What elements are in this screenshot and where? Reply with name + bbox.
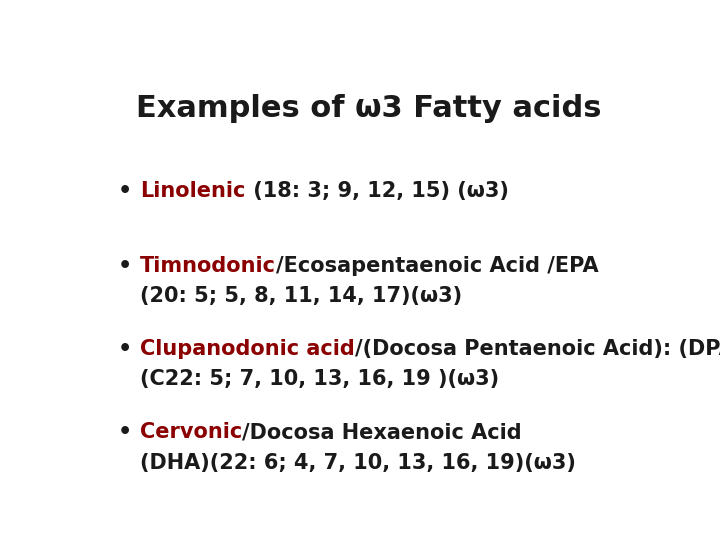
Text: •: • bbox=[118, 339, 132, 359]
Text: Timnodonic: Timnodonic bbox=[140, 256, 276, 276]
Text: Linolenic: Linolenic bbox=[140, 181, 246, 201]
Text: (18: 3; 9, 12, 15) (ω3): (18: 3; 9, 12, 15) (ω3) bbox=[246, 181, 508, 201]
Text: (20: 5; 5, 8, 11, 14, 17)(ω3): (20: 5; 5, 8, 11, 14, 17)(ω3) bbox=[140, 286, 462, 306]
Text: •: • bbox=[118, 181, 132, 201]
Text: /Docosa Hexaenoic Acid: /Docosa Hexaenoic Acid bbox=[243, 422, 522, 442]
Text: •: • bbox=[118, 256, 132, 276]
Text: /(Docosa Pentaenoic Acid): (DPA): /(Docosa Pentaenoic Acid): (DPA) bbox=[355, 339, 720, 359]
Text: Clupanodonic acid: Clupanodonic acid bbox=[140, 339, 355, 359]
Text: Cervonic: Cervonic bbox=[140, 422, 243, 442]
Text: •: • bbox=[118, 422, 132, 442]
Text: /Ecosapentaenoic Acid /EPA: /Ecosapentaenoic Acid /EPA bbox=[276, 256, 599, 276]
Text: (DHA)(22: 6; 4, 7, 10, 13, 16, 19)(ω3): (DHA)(22: 6; 4, 7, 10, 13, 16, 19)(ω3) bbox=[140, 453, 576, 472]
Text: Examples of ω3 Fatty acids: Examples of ω3 Fatty acids bbox=[136, 94, 602, 123]
Text: (C22: 5; 7, 10, 13, 16, 19 )(ω3): (C22: 5; 7, 10, 13, 16, 19 )(ω3) bbox=[140, 369, 500, 389]
